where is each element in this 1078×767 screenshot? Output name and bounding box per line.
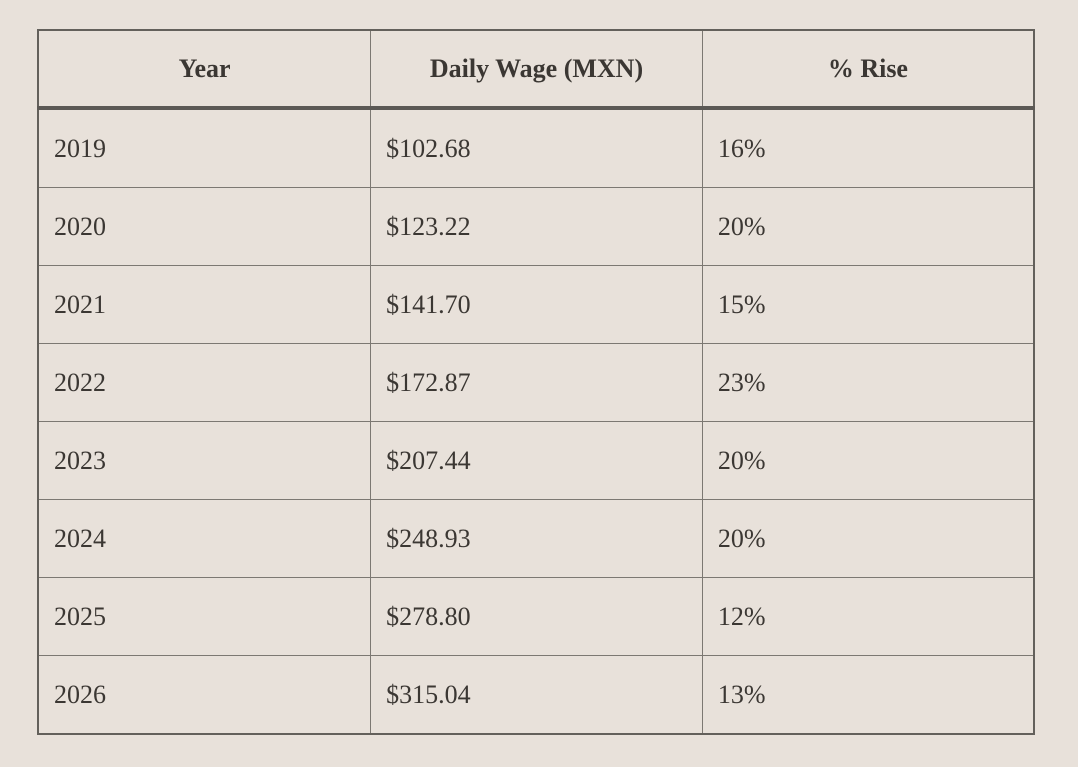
wage-cell: $207.44 [370, 421, 703, 500]
rise-cell: 20% [701, 499, 1035, 578]
wage-table-container: Year Daily Wage (MXN) % Rise 2019 $102.68… [37, 29, 1035, 735]
table-row: 2020 $123.22 20% [37, 187, 1035, 266]
wage-cell: $141.70 [370, 265, 703, 344]
wage-cell: $172.87 [370, 343, 703, 422]
year-cell: 2021 [37, 265, 372, 344]
table-row: 2024 $248.93 20% [37, 499, 1035, 578]
year-cell: 2019 [37, 107, 372, 188]
wage-cell: $123.22 [370, 187, 703, 266]
table-row: 2021 $141.70 15% [37, 265, 1035, 344]
year-cell: 2024 [37, 499, 372, 578]
year-cell: 2026 [37, 655, 372, 735]
header-row: Year Daily Wage (MXN) % Rise [37, 29, 1035, 110]
table-header: Year Daily Wage (MXN) % Rise [37, 29, 1035, 110]
wage-cell: $315.04 [370, 655, 703, 735]
table-row: 2026 $315.04 13% [37, 655, 1035, 735]
table-row: 2023 $207.44 20% [37, 421, 1035, 500]
wage-cell: $248.93 [370, 499, 703, 578]
rise-cell: 20% [701, 421, 1035, 500]
rise-cell: 23% [701, 343, 1035, 422]
table-body: 2019 $102.68 16% 2020 $123.22 20% 2021 $141.70 1… [37, 107, 1035, 735]
header-year: Year [37, 29, 372, 110]
rise-cell: 12% [701, 577, 1035, 656]
rise-cell: 20% [701, 187, 1035, 266]
wage-cell: $102.68 [370, 107, 703, 188]
header-pct-rise: % Rise [701, 29, 1035, 110]
wage-cell: $278.80 [370, 577, 703, 656]
rise-cell: 13% [701, 655, 1035, 735]
rise-cell: 16% [701, 107, 1035, 188]
year-cell: 2023 [37, 421, 372, 500]
header-daily-wage: Daily Wage (MXN) [370, 29, 703, 110]
table-row: 2022 $172.87 23% [37, 343, 1035, 422]
year-cell: 2025 [37, 577, 372, 656]
year-cell: 2022 [37, 343, 372, 422]
daily-wage-table: Year Daily Wage (MXN) % Rise 2019 $102.68… [37, 29, 1035, 735]
table-row: 2025 $278.80 12% [37, 577, 1035, 656]
rise-cell: 15% [701, 265, 1035, 344]
year-cell: 2020 [37, 187, 372, 266]
table-row: 2019 $102.68 16% [37, 107, 1035, 188]
